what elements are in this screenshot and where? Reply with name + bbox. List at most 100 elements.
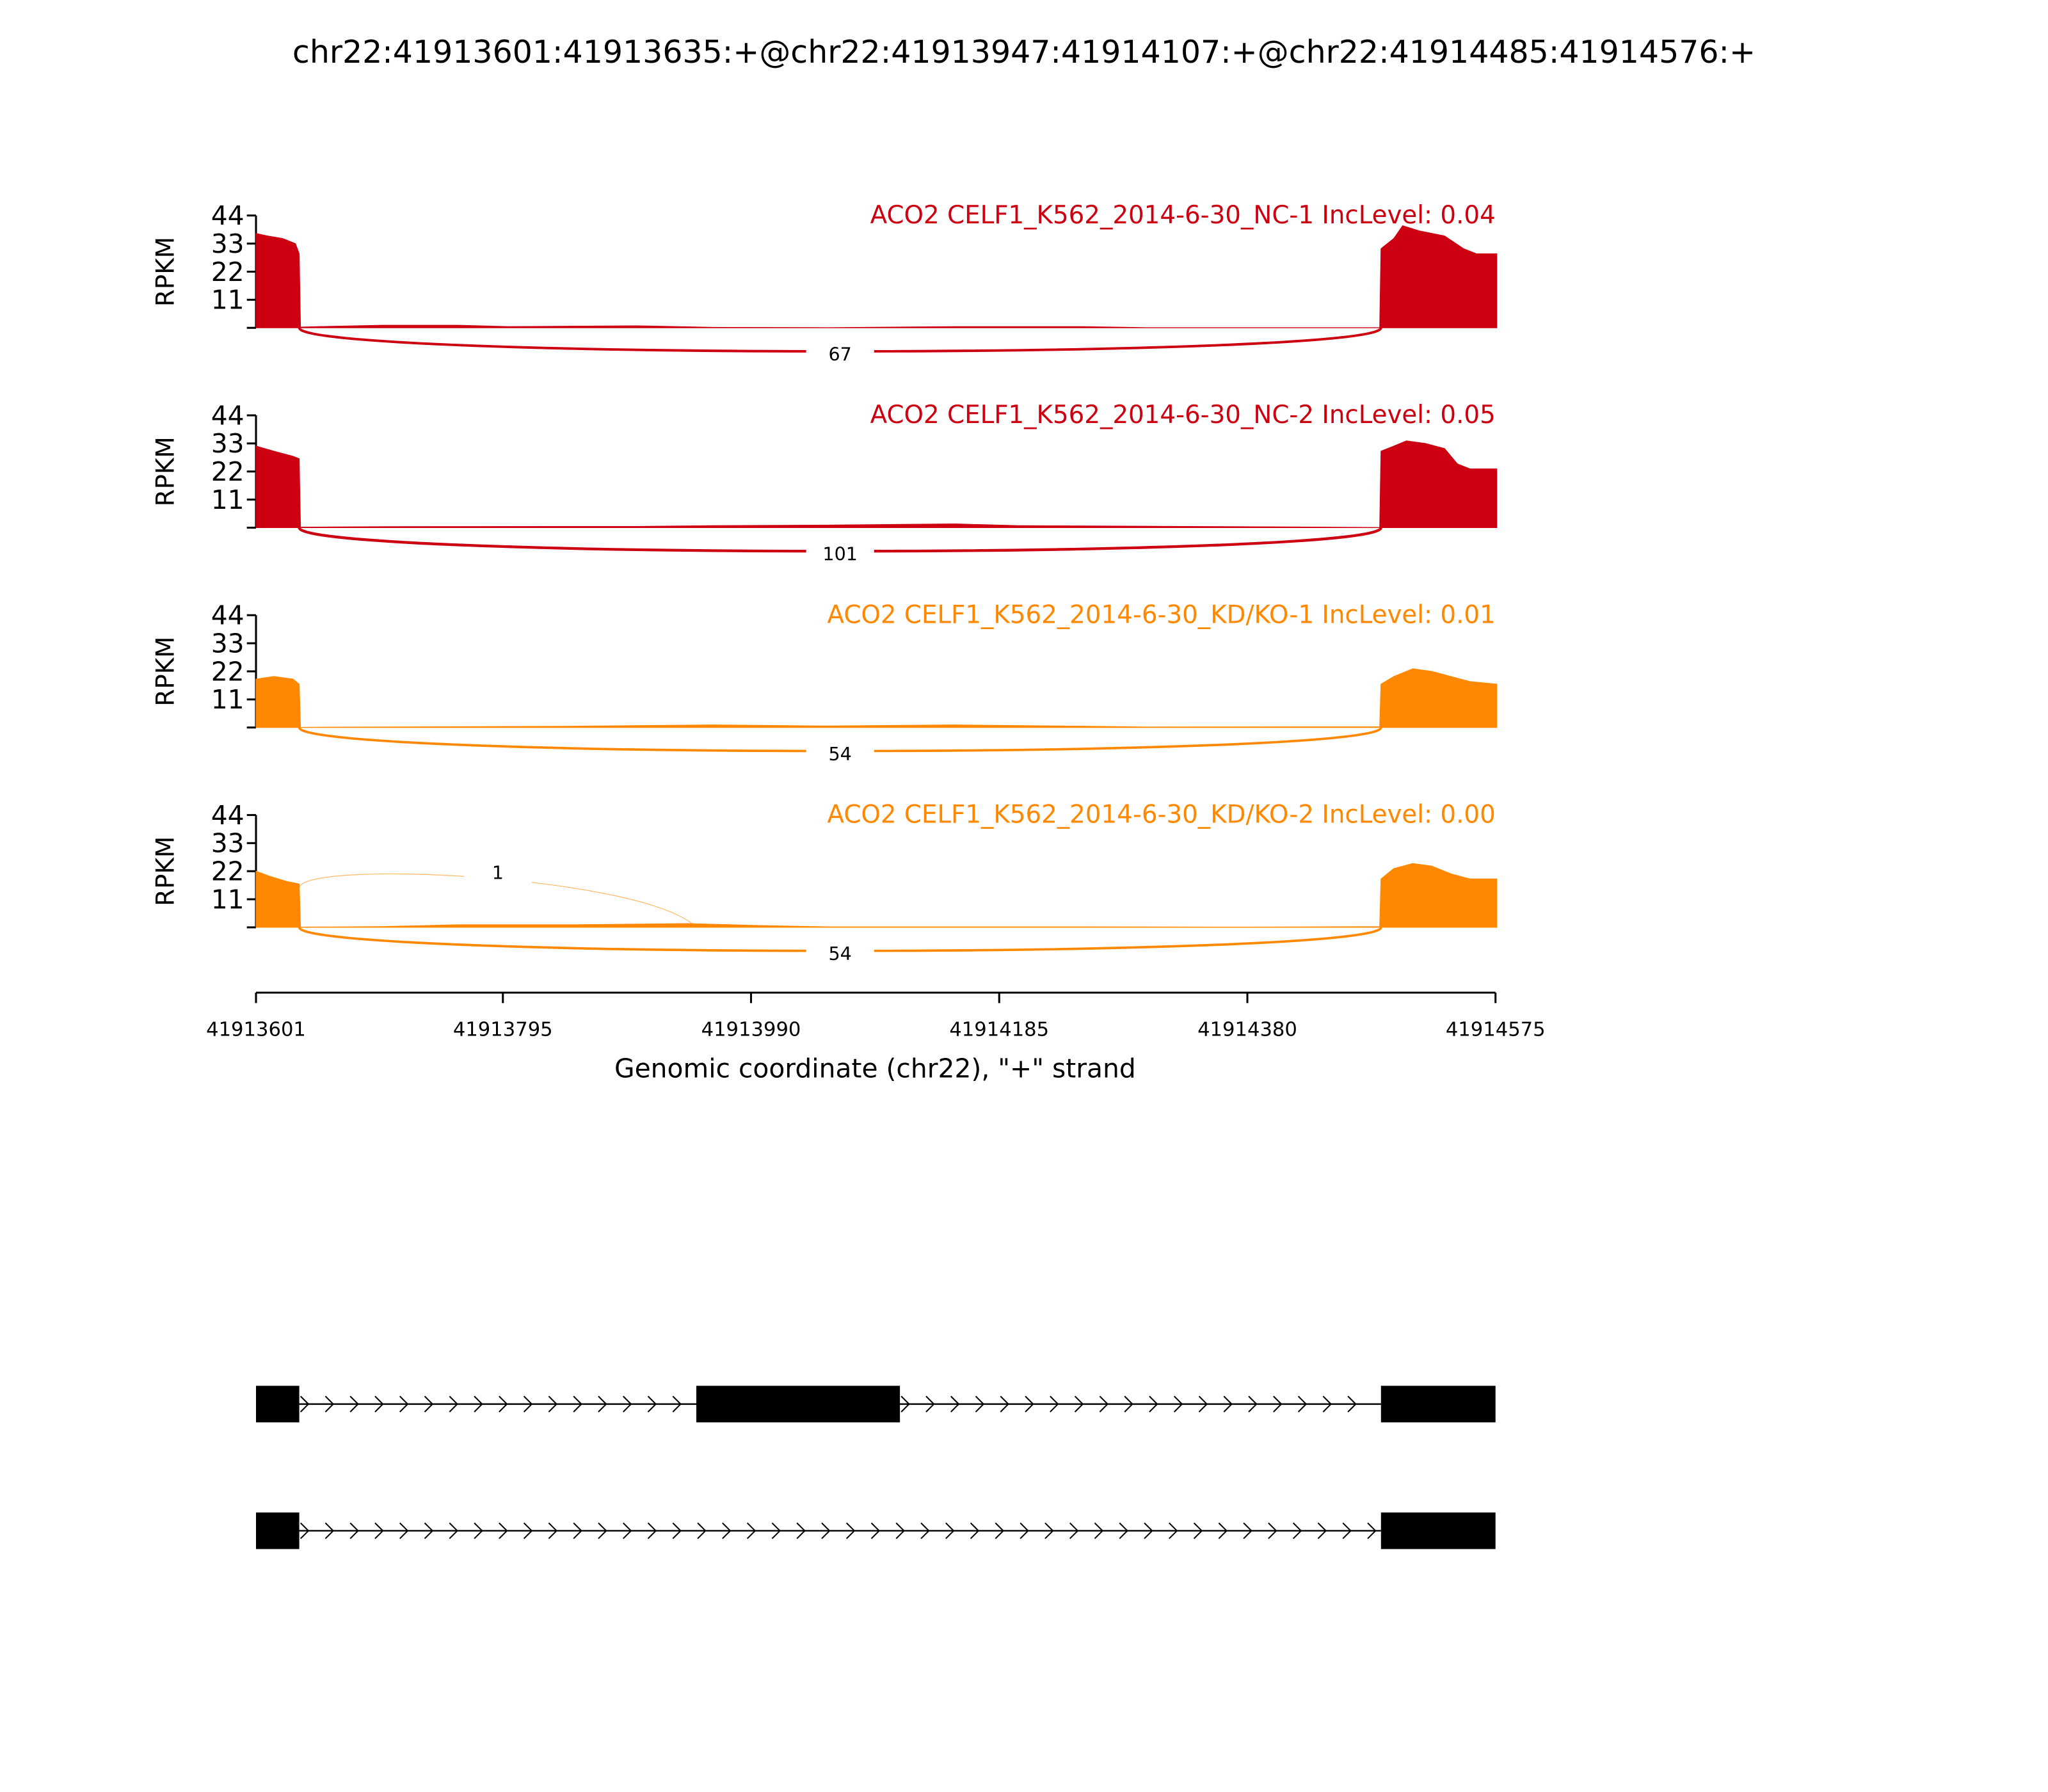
- y-tick-label: 44: [211, 400, 244, 431]
- strand-arrow-icon: [399, 1522, 409, 1539]
- junction-label-bg: [806, 540, 874, 567]
- strand-arrow-icon: [598, 1395, 607, 1412]
- exon-block: [256, 1512, 300, 1549]
- strand-arrow-icon: [623, 1522, 632, 1539]
- strand-arrow-icon: [523, 1522, 533, 1539]
- strand-arrow-icon: [895, 1522, 905, 1539]
- strand-arrow-icon: [920, 1522, 930, 1539]
- strand-arrow-icon: [900, 1395, 910, 1412]
- y-tick-label: 33: [211, 628, 244, 659]
- strand-arrow-icon: [722, 1522, 732, 1539]
- strand-arrow-icon: [1099, 1395, 1109, 1412]
- y-tick-label: 22: [211, 257, 244, 287]
- strand-arrow-icon: [548, 1522, 558, 1539]
- strand-arrow-icon: [1169, 1522, 1178, 1539]
- exon-block: [1380, 1512, 1496, 1549]
- strand-arrow-icon: [324, 1395, 335, 1412]
- strand-arrow-icon: [1292, 1522, 1302, 1539]
- y-tick-label: 11: [211, 285, 244, 316]
- strand-arrow-icon: [1025, 1395, 1034, 1412]
- strand-arrow-icon: [349, 1522, 359, 1539]
- y-tick-label: 22: [211, 856, 244, 887]
- strand-arrow-icon: [623, 1395, 632, 1412]
- junction-count: 101: [822, 543, 858, 565]
- y-tick-label: 22: [211, 456, 244, 487]
- y-tick-label: 11: [211, 684, 244, 715]
- x-axis-label: Genomic coordinate (chr22), "+" strand: [614, 1053, 1136, 1084]
- strand-arrow-icon: [1144, 1522, 1153, 1539]
- y-tick-label: 11: [211, 884, 244, 915]
- strand-arrow-icon: [796, 1522, 806, 1539]
- strand-arrow-icon: [523, 1395, 533, 1412]
- strand-arrow-icon: [845, 1522, 856, 1539]
- junction-count: 54: [829, 743, 852, 765]
- strand-arrow-icon: [771, 1522, 781, 1539]
- strand-arrow-icon: [548, 1395, 558, 1412]
- strand-arrow-icon: [1149, 1395, 1158, 1412]
- y-tick-label: 33: [211, 828, 244, 859]
- strand-arrow-icon: [374, 1395, 384, 1412]
- y-tick-label: 33: [211, 228, 244, 259]
- exon-block: [256, 1386, 300, 1423]
- strand-arrow-icon: [995, 1522, 1005, 1539]
- coverage-area: [255, 863, 1498, 928]
- strand-arrow-icon: [746, 1522, 756, 1539]
- junction-count: 67: [829, 343, 852, 365]
- y-axis-label: RPKM: [151, 836, 180, 906]
- strand-arrow-icon: [1218, 1522, 1228, 1539]
- strand-arrow-icon: [970, 1522, 980, 1539]
- sample-label: ACO2 CELF1_K562_2014-6-30_NC-2 IncLevel:…: [870, 401, 1496, 429]
- junction-label-bg: [806, 940, 874, 967]
- strand-arrow-icon: [1044, 1522, 1054, 1539]
- strand-arrow-icon: [945, 1522, 955, 1539]
- strand-arrow-icon: [1119, 1522, 1128, 1539]
- strand-arrow-icon: [374, 1522, 384, 1539]
- y-tick-label: 44: [211, 800, 244, 831]
- x-tick-label: 41913990: [701, 1018, 801, 1041]
- y-axis-label: RPKM: [151, 237, 180, 307]
- strand-arrow-icon: [1273, 1395, 1283, 1412]
- transcript: [256, 1512, 1496, 1549]
- strand-arrow-icon: [1050, 1395, 1059, 1412]
- coverage-area: [255, 440, 1498, 528]
- chart-title: chr22:41913601:41913635:+@chr22:41913947…: [292, 34, 1756, 70]
- junction-label-bg: [463, 859, 532, 886]
- exon-block: [1380, 1386, 1496, 1423]
- strand-arrow-icon: [1317, 1522, 1327, 1539]
- x-tick-label: 41914185: [949, 1018, 1049, 1041]
- strand-arrow-icon: [573, 1522, 582, 1539]
- coverage-area: [255, 668, 1498, 728]
- x-tick-label: 41913601: [206, 1018, 306, 1041]
- y-tick-label: 22: [211, 656, 244, 687]
- y-axis-label: RPKM: [151, 436, 180, 506]
- strand-arrow-icon: [1223, 1395, 1233, 1412]
- strand-arrow-icon: [1020, 1522, 1029, 1539]
- strand-arrow-icon: [1342, 1522, 1352, 1539]
- strand-arrow-icon: [399, 1395, 409, 1412]
- strand-arrow-icon: [449, 1522, 458, 1539]
- strand-arrow-icon: [647, 1395, 657, 1412]
- strand-arrow-icon: [573, 1395, 582, 1412]
- strand-arrow-icon: [975, 1395, 985, 1412]
- x-axis: 41913601 41913795 41913990 41914185 41914380…: [206, 991, 1546, 1041]
- strand-arrow-icon: [870, 1522, 881, 1539]
- strand-arrow-icon: [672, 1395, 682, 1412]
- strand-arrow-icon: [1193, 1522, 1203, 1539]
- transcript: [256, 1386, 1496, 1423]
- strand-arrow-icon: [474, 1522, 483, 1539]
- strand-arrow-icon: [1173, 1395, 1183, 1412]
- sample-label: ACO2 CELF1_K562_2014-6-30_NC-1 IncLevel:…: [870, 201, 1496, 230]
- junction-label-bg: [806, 340, 874, 367]
- strand-arrow-icon: [1268, 1522, 1277, 1539]
- strand-arrow-icon: [647, 1522, 657, 1539]
- junction-count: 1: [492, 861, 504, 883]
- strand-arrow-icon: [1243, 1522, 1252, 1539]
- strand-arrow-icon: [474, 1395, 483, 1412]
- coverage-area: [255, 225, 1498, 328]
- strand-arrow-icon: [1094, 1522, 1104, 1539]
- strand-arrow-icon: [697, 1522, 707, 1539]
